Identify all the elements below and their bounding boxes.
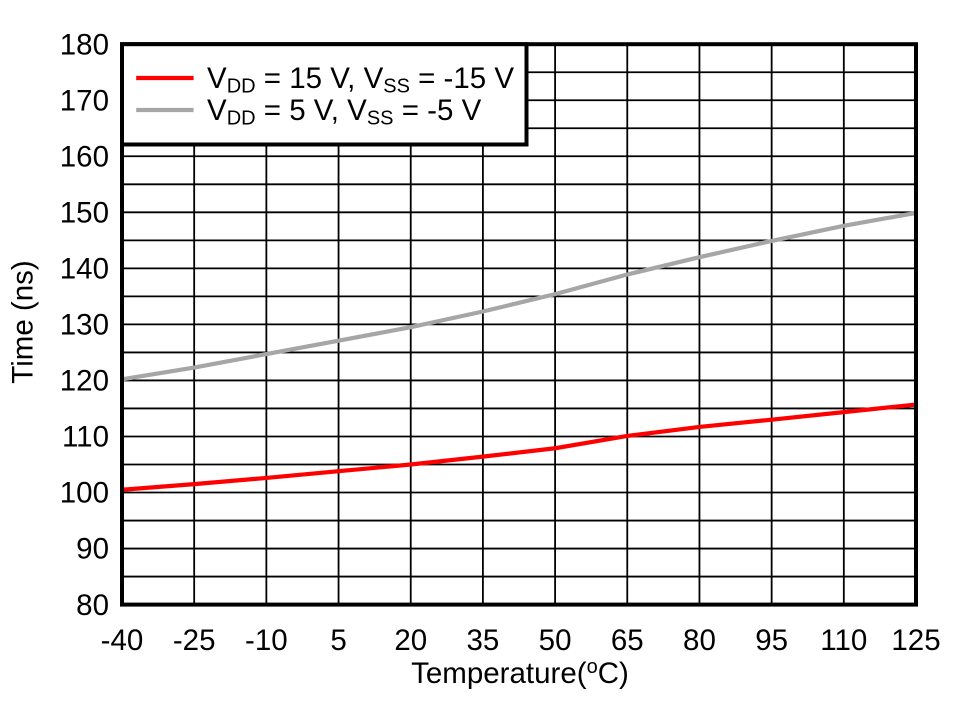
svg-text:65: 65 [611,624,644,657]
svg-text:180: 180 [60,28,109,61]
svg-text:90: 90 [76,533,109,566]
svg-text:-25: -25 [173,624,216,657]
svg-text:100: 100 [60,477,109,510]
svg-text:VDD = 15 V, VSS = -15 V: VDD = 15 V, VSS = -15 V [207,62,514,97]
svg-text:50: 50 [539,624,572,657]
svg-text:140: 140 [60,253,109,286]
svg-text:-40: -40 [101,624,144,657]
svg-text:125: 125 [891,624,940,657]
svg-text:130: 130 [60,309,109,342]
svg-text:Time (ns): Time (ns) [7,260,40,383]
svg-text:20: 20 [394,624,427,657]
svg-text:110: 110 [820,624,867,657]
svg-text:95: 95 [755,624,788,657]
svg-text:35: 35 [466,624,499,657]
svg-text:80: 80 [76,589,109,622]
svg-text:80: 80 [683,624,716,657]
svg-text:120: 120 [60,365,109,398]
svg-text:-10: -10 [245,624,288,657]
svg-text:110: 110 [62,421,109,454]
svg-text:5: 5 [330,624,346,657]
svg-text:160: 160 [60,140,109,173]
svg-text:170: 170 [60,84,109,117]
svg-text:150: 150 [60,196,109,229]
svg-text:Temperature(oC): Temperature(oC) [411,656,629,690]
